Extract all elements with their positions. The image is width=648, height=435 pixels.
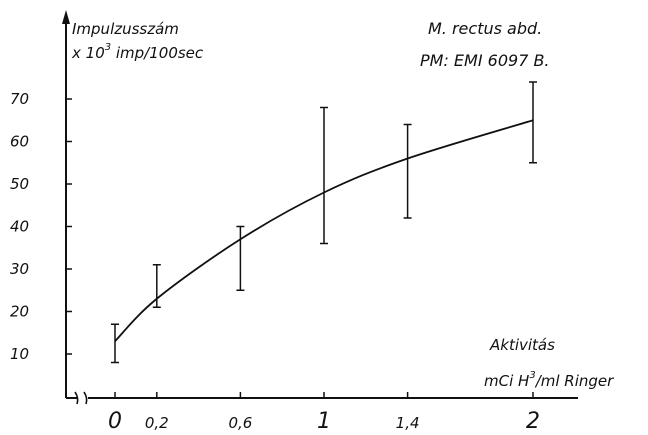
- y-tick-label: 20: [10, 303, 29, 321]
- y-tick-label: 70: [10, 90, 29, 108]
- error-bars: [111, 81, 537, 364]
- error-bar: [111, 323, 119, 364]
- y-axis-arrow: [62, 10, 70, 24]
- ticks: 10 20 30 40 50 60 70 0 0,2 0,6 1 1,4 2: [10, 90, 540, 434]
- series-line: [114, 119, 534, 342]
- x-tick-label: 1: [317, 409, 331, 434]
- y-axis-label-superscript: 3: [105, 42, 111, 53]
- x-axis-label-line1: Aktivitás: [489, 336, 555, 354]
- x-tick-label: 0: [108, 409, 122, 434]
- x-tick-label: 0,2: [145, 414, 169, 432]
- y-tick-label: 60: [10, 133, 29, 151]
- y-axis-label-line1: Impulzusszám: [72, 20, 179, 38]
- y-tick-label: 30: [10, 260, 29, 278]
- error-bar: [236, 225, 245, 291]
- x-axis-label-suffix: /ml Ringer: [534, 372, 614, 390]
- y-tick-label: 40: [10, 218, 29, 236]
- x-tick-label: 2: [526, 409, 540, 434]
- error-bar: [152, 264, 161, 308]
- axis-break-mark: [74, 391, 88, 405]
- y-tick-label: 50: [10, 175, 29, 193]
- x-tick-label: 1,4: [396, 414, 420, 432]
- y-axis-label-suffix: imp/100sec: [111, 44, 204, 62]
- note-line1: M. rectus abd.: [428, 19, 542, 38]
- error-bar: [403, 123, 412, 219]
- x-axis-label-prefix: mCi H: [484, 372, 529, 390]
- x-axis-label-line2: mCi H3/ml Ringer: [484, 370, 614, 390]
- x-tick-label: 0,6: [228, 414, 252, 432]
- y-tick-label: 10: [10, 345, 29, 363]
- error-bar: [320, 106, 328, 245]
- y-axis-label-line2: x 103 imp/100sec: [71, 42, 204, 62]
- note-line2: PM: EMI 6097 B.: [420, 51, 550, 70]
- error-bar: [529, 81, 537, 164]
- y-axis-label-prefix: x 10: [71, 44, 105, 62]
- x-axis-label-superscript: 3: [529, 370, 535, 381]
